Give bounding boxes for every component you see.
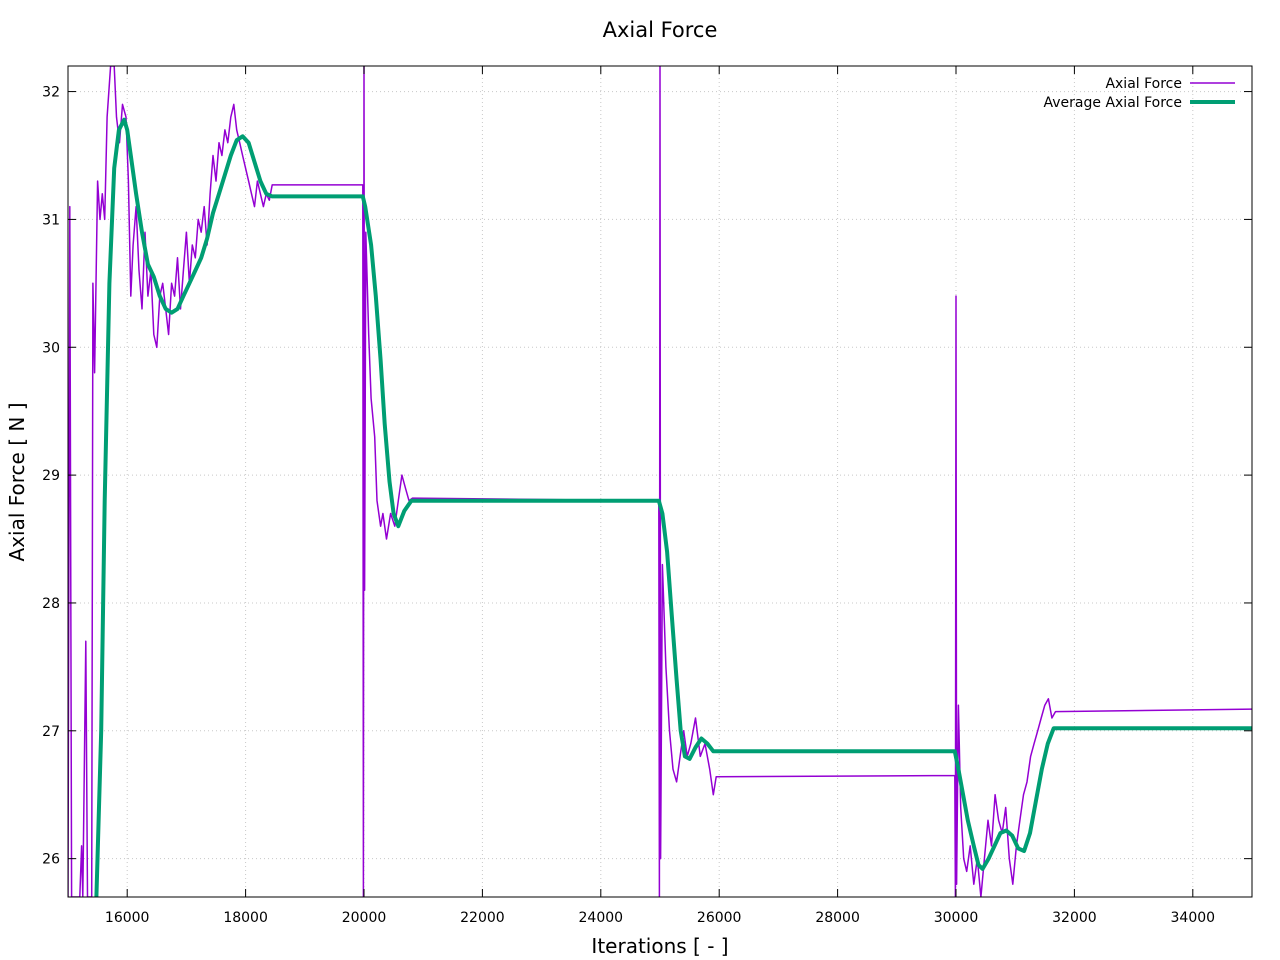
series-line-axial-force — [68, 66, 1252, 897]
x-tick-label: 16000 — [105, 910, 150, 926]
x-tick-label: 26000 — [697, 910, 742, 926]
y-tick-label: 30 — [42, 340, 60, 356]
y-axis-label: Axial Force [ N ] — [5, 403, 29, 562]
legend: Axial Force Average Axial Force — [1044, 76, 1235, 111]
series-line-average-axial-force — [94, 117, 1252, 897]
y-tick-label: 29 — [42, 468, 60, 484]
x-tick-label: 34000 — [1171, 910, 1216, 926]
x-tick-label: 22000 — [460, 910, 505, 926]
plot-frame — [67, 65, 1253, 898]
y-tick-label: 26 — [42, 852, 60, 868]
x-tick-label: 18000 — [223, 910, 268, 926]
x-tick-label: 24000 — [579, 910, 624, 926]
x-axis-label: Iterations [ - ] — [591, 934, 728, 958]
series-layer — [68, 66, 1252, 897]
chart-title: Axial Force — [603, 18, 718, 42]
x-tick-label: 20000 — [342, 910, 387, 926]
y-tick-label: 31 — [42, 212, 60, 228]
x-tick-label: 28000 — [815, 910, 860, 926]
y-tick-label: 32 — [42, 85, 60, 101]
x-tick-label: 32000 — [1052, 910, 1097, 926]
y-tick-labels: 26 27 28 29 30 31 32 — [42, 85, 60, 868]
legend-label-average-axial-force: Average Axial Force — [1044, 95, 1183, 111]
x-tick-label: 30000 — [934, 910, 979, 926]
y-tick-label: 28 — [42, 596, 60, 612]
legend-label-axial-force: Axial Force — [1105, 76, 1182, 92]
y-tick-label: 27 — [42, 724, 60, 740]
axis-ticks — [68, 66, 1252, 897]
x-tick-labels: 16000 18000 20000 22000 24000 26000 28000 30000… — [105, 910, 1215, 926]
